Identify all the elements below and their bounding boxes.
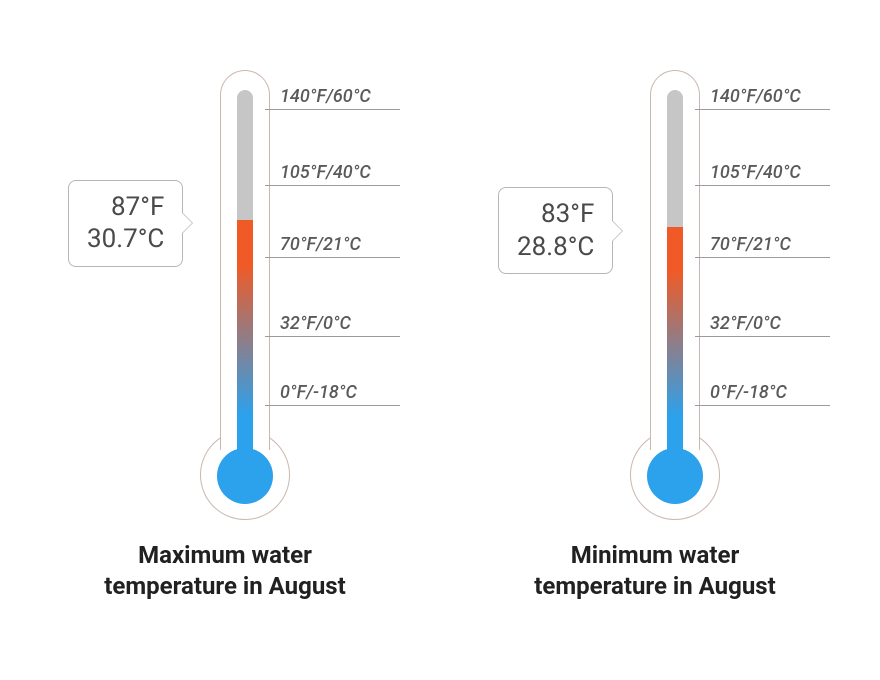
- tick-line: [265, 185, 400, 186]
- thermometer-panel-max: 87°F 30.7°C 140°F/60°C 105°F/40°C 70°F/21°…: [40, 70, 410, 602]
- tick-line: [695, 185, 830, 186]
- tick-label: 0°F/-18°C: [280, 382, 357, 405]
- bulb-fill-max: [217, 448, 273, 504]
- callout-f-min: 83°F: [517, 198, 594, 231]
- tick-label: 0°F/-18°C: [710, 382, 787, 405]
- value-callout-min: 83°F 28.8°C: [498, 187, 613, 274]
- tick-label: 140°F/60°C: [710, 86, 801, 109]
- caption-max-line2: temperature in August: [104, 572, 345, 600]
- tick-label: 32°F/0°C: [280, 313, 351, 336]
- bulb-fill-min: [647, 448, 703, 504]
- caption-min-line1: Minimum water: [571, 541, 740, 569]
- tube-fill-min: [667, 227, 683, 470]
- thermometer-graphic-max: 87°F 30.7°C 140°F/60°C 105°F/40°C 70°F/21°…: [40, 70, 410, 530]
- thermometer-graphic-min: 83°F 28.8°C 140°F/60°C 105°F/40°C 70°F/21°…: [470, 70, 840, 530]
- tube-fill-max: [237, 220, 253, 470]
- tick-line: [265, 109, 400, 110]
- tick-line: [695, 109, 830, 110]
- tick-line: [265, 257, 400, 258]
- callout-c-min: 28.8°C: [517, 231, 594, 264]
- caption-max-line1: Maximum water: [138, 541, 312, 569]
- caption-max: Maximum water temperature in August: [104, 540, 345, 602]
- caption-min: Minimum water temperature in August: [534, 540, 775, 602]
- tick-label: 32°F/0°C: [710, 313, 781, 336]
- thermometer-panel-min: 83°F 28.8°C 140°F/60°C 105°F/40°C 70°F/21°…: [470, 70, 840, 602]
- caption-min-line2: temperature in August: [534, 572, 775, 600]
- tick-label: 105°F/40°C: [280, 162, 371, 185]
- callout-f-max: 87°F: [87, 191, 164, 224]
- value-callout-max: 87°F 30.7°C: [68, 180, 183, 267]
- tick-line: [695, 336, 830, 337]
- tick-line: [265, 336, 400, 337]
- tick-line: [265, 405, 400, 406]
- tick-label: 140°F/60°C: [280, 86, 371, 109]
- tick-label: 70°F/21°C: [710, 234, 791, 257]
- thermometer-pair: 87°F 30.7°C 140°F/60°C 105°F/40°C 70°F/21°…: [0, 0, 880, 642]
- tick-label: 70°F/21°C: [280, 234, 361, 257]
- tick-line: [695, 257, 830, 258]
- tick-label: 105°F/40°C: [710, 162, 801, 185]
- callout-c-max: 30.7°C: [87, 223, 164, 256]
- tick-line: [695, 405, 830, 406]
